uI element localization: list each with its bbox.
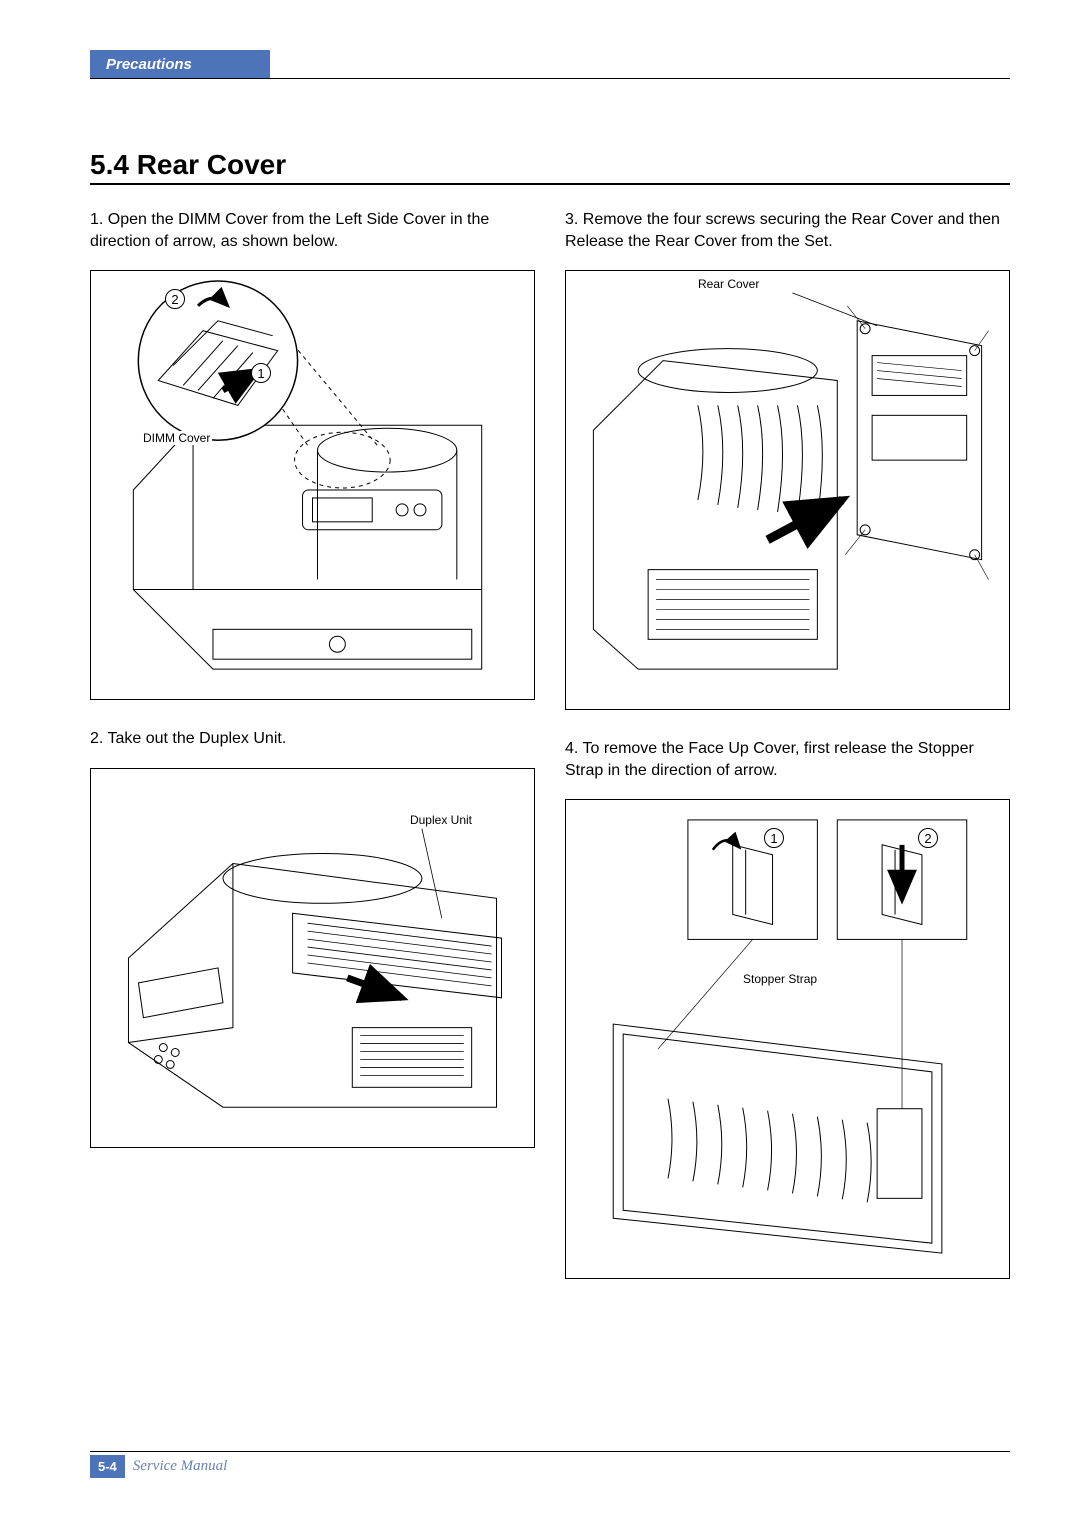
header-tab: Precautions — [90, 50, 270, 79]
section-title: 5.4 Rear Cover — [90, 149, 1010, 181]
figure-duplex-unit: Duplex Unit — [90, 768, 535, 1148]
step-1-text: 1. Open the DIMM Cover from the Left Sid… — [90, 209, 535, 252]
footer: 5-4 Service Manual — [90, 1455, 227, 1478]
step-4-text: 4. To remove the Face Up Cover, first re… — [565, 738, 1010, 781]
figure-dimm-cover: 2 1 DIMM Cover — [90, 270, 535, 700]
header-rule — [90, 78, 1010, 79]
footer-doc-title: Service Manual — [133, 1458, 228, 1475]
left-column: 1. Open the DIMM Cover from the Left Sid… — [90, 209, 535, 1279]
page-number: 5-4 — [90, 1455, 125, 1478]
figure-stopper-strap: 1 2 Stopper Strap — [565, 799, 1010, 1279]
label-stopper-strap: Stopper Strap — [741, 972, 819, 986]
right-column: 3. Remove the four screws securing the R… — [565, 209, 1010, 1279]
label-duplex-unit: Duplex Unit — [408, 813, 474, 827]
label-rear-cover: Rear Cover — [696, 277, 761, 291]
footer-rule — [90, 1451, 1010, 1452]
content-columns: 1. Open the DIMM Cover from the Left Sid… — [90, 209, 1010, 1279]
step-3-text: 3. Remove the four screws securing the R… — [565, 209, 1010, 252]
figure-rear-cover: Rear Cover — [565, 270, 1010, 710]
section-rule — [90, 183, 1010, 185]
step-2-text: 2. Take out the Duplex Unit. — [90, 728, 535, 750]
label-dimm-cover: DIMM Cover — [141, 431, 212, 445]
